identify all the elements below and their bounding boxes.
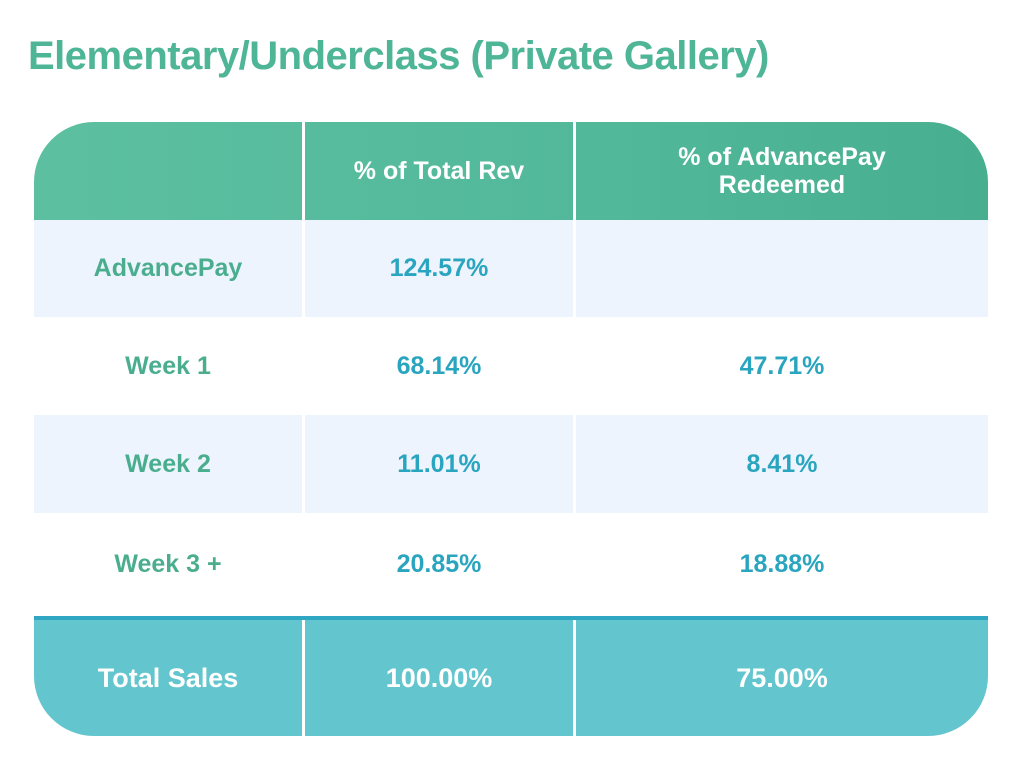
cell-total-rev: 20.85%	[302, 513, 573, 616]
header-cell-total-rev: % of Total Rev	[302, 122, 573, 220]
total-label: Total Sales	[97, 662, 239, 693]
table-header-row: % of Total Rev % of AdvancePay Redeemed	[34, 122, 988, 220]
table-row: Week 3 + 20.85% 18.88%	[34, 513, 988, 616]
cell-total-rev: 11.01%	[302, 415, 573, 513]
data-table: % of Total Rev % of AdvancePay Redeemed …	[34, 122, 988, 736]
cell-total-rev: 68.14%	[302, 317, 573, 415]
total-advancepay-redeemed: 75.00%	[573, 620, 988, 736]
table-row: Week 2 11.01% 8.41%	[34, 415, 988, 513]
table-row: Week 1 68.14% 47.71%	[34, 317, 988, 415]
cell-total-rev: 124.57%	[302, 220, 573, 317]
table-row: AdvancePay 124.57%	[34, 220, 988, 317]
total-total-rev: 100.00%	[302, 620, 573, 736]
page-title: Elementary/Underclass (Private Gallery)	[28, 34, 769, 78]
cell-advancepay-redeemed: 47.71%	[573, 317, 988, 415]
cell-advancepay-redeemed	[573, 220, 988, 317]
header-text-advancepay-redeemed: % of AdvancePay Redeemed	[678, 143, 886, 199]
total-row: Total Sales 100.00% 75.00%	[34, 620, 988, 736]
row-label: AdvancePay	[93, 254, 243, 282]
cell-advancepay-redeemed: 8.41%	[573, 415, 988, 513]
row-label: Week 3 +	[114, 550, 222, 578]
cell-advancepay-redeemed: 18.88%	[573, 513, 988, 616]
row-label: Week 2	[125, 449, 211, 478]
total-divider	[34, 616, 988, 620]
header-cell-blank	[34, 122, 302, 220]
row-label: Week 1	[125, 351, 211, 380]
header-cell-advancepay-redeemed: % of AdvancePay Redeemed	[573, 122, 988, 220]
